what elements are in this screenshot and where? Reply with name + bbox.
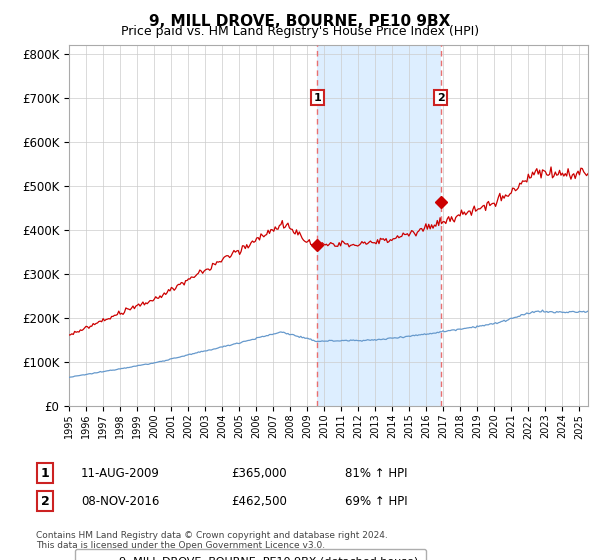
Text: 1: 1 (314, 92, 322, 102)
Text: 11-AUG-2009: 11-AUG-2009 (81, 466, 160, 480)
Text: Price paid vs. HM Land Registry's House Price Index (HPI): Price paid vs. HM Land Registry's House … (121, 25, 479, 38)
Text: £365,000: £365,000 (231, 466, 287, 480)
Text: 08-NOV-2016: 08-NOV-2016 (81, 494, 160, 508)
Legend: 9, MILL DROVE, BOURNE, PE10 9BX (detached house), HPI: Average price, detached h: 9, MILL DROVE, BOURNE, PE10 9BX (detache… (74, 549, 426, 560)
Text: Contains HM Land Registry data © Crown copyright and database right 2024.
This d: Contains HM Land Registry data © Crown c… (36, 530, 388, 550)
Bar (317, 45, 441, 406)
Text: £462,500: £462,500 (231, 494, 287, 508)
Text: 2: 2 (437, 92, 445, 102)
Text: 81% ↑ HPI: 81% ↑ HPI (345, 466, 407, 480)
Text: 1: 1 (41, 466, 49, 480)
Text: 2: 2 (41, 494, 49, 508)
Text: 69% ↑ HPI: 69% ↑ HPI (345, 494, 407, 508)
Text: 9, MILL DROVE, BOURNE, PE10 9BX: 9, MILL DROVE, BOURNE, PE10 9BX (149, 14, 451, 29)
